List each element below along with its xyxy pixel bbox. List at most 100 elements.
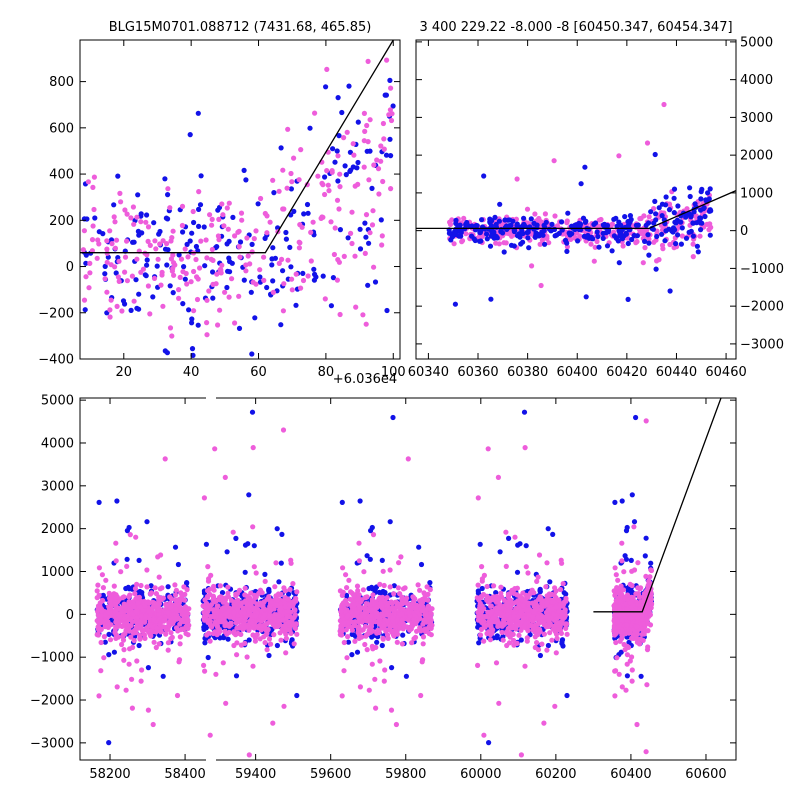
data-point-blue bbox=[673, 241, 679, 247]
data-point-pink bbox=[349, 209, 355, 215]
data-point-pink bbox=[360, 587, 366, 593]
data-point-pink bbox=[264, 230, 270, 236]
data-point-pink bbox=[276, 613, 282, 619]
data-point-blue bbox=[170, 290, 176, 296]
data-point-pink bbox=[204, 297, 210, 303]
model-line-left bbox=[80, 39, 394, 254]
data-point-pink bbox=[179, 203, 186, 209]
data-point-pink bbox=[463, 231, 469, 237]
data-point-blue bbox=[291, 208, 297, 214]
data-point-pink bbox=[194, 296, 201, 303]
data-point-blue bbox=[663, 194, 669, 200]
data-point-blue bbox=[111, 202, 117, 208]
data-point-blue bbox=[102, 639, 108, 645]
data-point-pink bbox=[224, 205, 230, 211]
data-point-pink bbox=[107, 637, 114, 643]
data-point-blue bbox=[479, 217, 485, 223]
data-point-blue bbox=[679, 225, 685, 231]
data-point-blue bbox=[196, 206, 202, 212]
data-point-blue bbox=[286, 591, 292, 597]
tick-label: 400 bbox=[49, 168, 74, 183]
data-point-pink bbox=[213, 671, 219, 677]
data-point-pink bbox=[245, 253, 251, 259]
data-point-pink bbox=[294, 631, 300, 637]
data-point-pink bbox=[704, 221, 710, 227]
data-point-blue bbox=[569, 231, 575, 237]
data-point-blue bbox=[162, 246, 169, 252]
data-point-pink bbox=[220, 212, 226, 218]
data-point-pink bbox=[402, 596, 408, 602]
data-point-pink bbox=[230, 529, 236, 535]
data-point-blue bbox=[189, 346, 196, 352]
data-point-blue bbox=[219, 590, 226, 596]
data-point-pink bbox=[461, 215, 467, 221]
data-point-blue bbox=[191, 219, 197, 226]
data-point-pink bbox=[420, 641, 426, 647]
data-point-blue bbox=[594, 229, 600, 235]
tick-label: 60 bbox=[250, 365, 267, 380]
data-point-blue bbox=[534, 222, 540, 228]
data-point-blue bbox=[390, 414, 396, 421]
data-point-pink bbox=[146, 615, 152, 621]
data-point-pink bbox=[276, 260, 282, 266]
data-point-blue bbox=[347, 168, 353, 174]
data-point-blue bbox=[619, 498, 625, 504]
data-point-blue bbox=[586, 226, 592, 232]
data-point-pink bbox=[415, 582, 421, 588]
data-point-blue bbox=[355, 119, 361, 125]
data-point-pink bbox=[158, 552, 164, 558]
data-point-pink bbox=[221, 605, 228, 611]
data-point-blue bbox=[230, 214, 236, 220]
data-point-pink bbox=[274, 597, 280, 603]
data-point-blue bbox=[274, 526, 280, 532]
data-point-blue bbox=[521, 215, 527, 221]
data-point-pink bbox=[356, 596, 363, 603]
data-point-pink bbox=[99, 572, 105, 578]
data-point-pink bbox=[177, 634, 183, 640]
data-point-pink bbox=[514, 176, 520, 182]
data-point-blue bbox=[517, 541, 523, 547]
data-point-blue bbox=[542, 241, 548, 247]
data-point-blue bbox=[363, 234, 369, 240]
data-point-pink bbox=[104, 246, 110, 252]
data-point-pink bbox=[212, 446, 218, 452]
data-point-blue bbox=[494, 633, 500, 639]
data-point-pink bbox=[177, 621, 183, 627]
data-point-blue bbox=[201, 224, 207, 230]
data-point-blue bbox=[388, 153, 394, 159]
data-point-pink bbox=[588, 241, 594, 247]
data-point-pink bbox=[138, 678, 144, 684]
data-point-pink bbox=[378, 143, 384, 149]
data-point-blue bbox=[528, 216, 534, 222]
data-point-pink bbox=[290, 599, 296, 605]
data-point-pink bbox=[381, 622, 387, 628]
data-point-pink bbox=[322, 296, 328, 302]
data-point-pink bbox=[246, 752, 252, 758]
data-point-pink bbox=[308, 258, 314, 264]
data-point-pink bbox=[83, 274, 89, 280]
data-point-pink bbox=[544, 647, 550, 653]
data-point-pink bbox=[360, 312, 366, 318]
data-point-pink bbox=[137, 619, 143, 625]
data-point-blue bbox=[376, 589, 382, 596]
data-point-pink bbox=[370, 208, 376, 214]
data-point-pink bbox=[134, 214, 140, 220]
panel-title-right: 3 400 229.22 -8.000 -8 [60450.347, 60454… bbox=[419, 20, 732, 35]
data-point-blue bbox=[427, 580, 433, 586]
data-point-pink bbox=[254, 631, 260, 638]
data-point-blue bbox=[514, 569, 521, 575]
data-point-pink bbox=[285, 126, 291, 132]
data-point-pink bbox=[91, 206, 97, 213]
data-point-pink bbox=[156, 641, 162, 647]
plot-frame-left bbox=[79, 39, 401, 360]
data-point-blue bbox=[629, 236, 635, 243]
data-point-blue bbox=[357, 498, 363, 504]
data-point-pink bbox=[381, 678, 387, 684]
data-point-pink bbox=[122, 269, 128, 275]
data-point-pink bbox=[153, 644, 159, 651]
data-point-blue bbox=[698, 227, 704, 233]
data-point-blue bbox=[625, 218, 631, 225]
tick-label: 800 bbox=[49, 75, 74, 90]
data-point-pink bbox=[200, 603, 206, 609]
data-point-blue bbox=[604, 243, 611, 249]
